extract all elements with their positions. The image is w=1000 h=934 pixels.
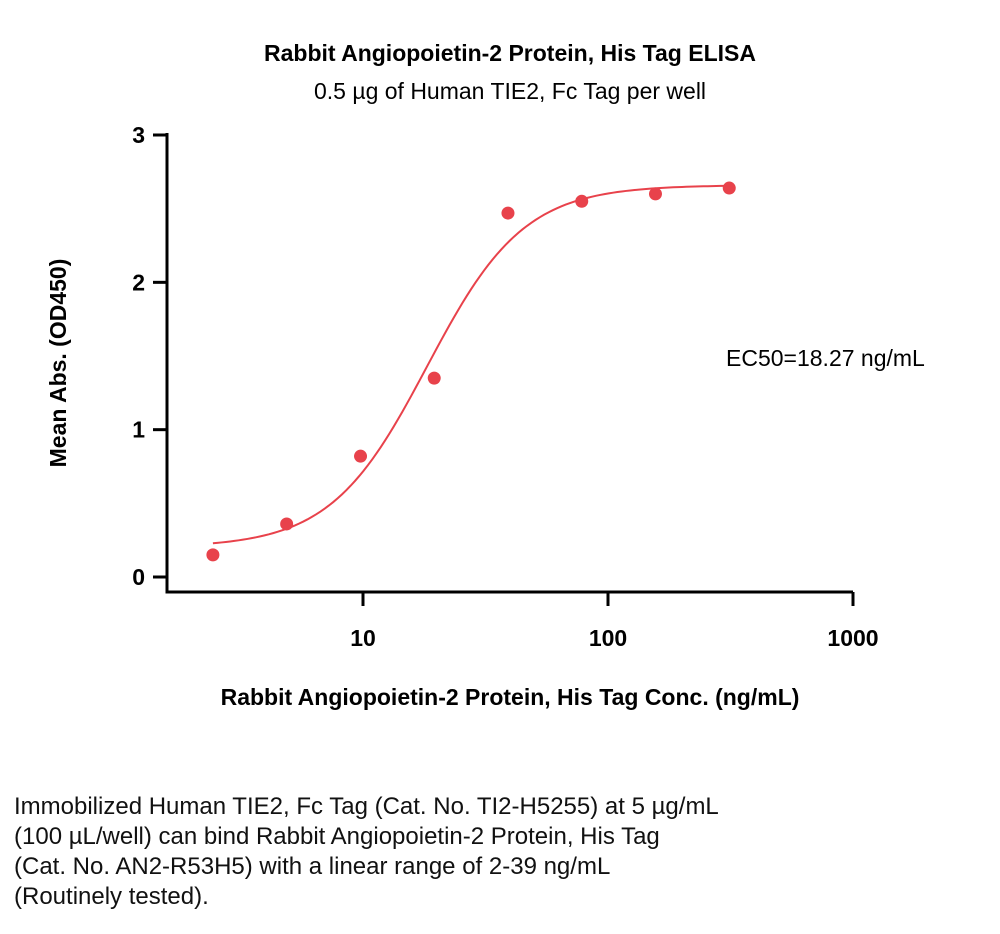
y-tick-label: 1 bbox=[132, 417, 145, 443]
data-point bbox=[354, 449, 368, 463]
elisa-chart: Rabbit Angiopoietin-2 Protein, His Tag E… bbox=[45, 40, 925, 710]
data-point bbox=[722, 181, 736, 195]
data-point bbox=[648, 187, 662, 201]
chart-title: Rabbit Angiopoietin-2 Protein, His Tag E… bbox=[264, 40, 756, 66]
data-point bbox=[280, 517, 294, 531]
data-points bbox=[206, 181, 736, 562]
figure-caption: Immobilized Human TIE2, Fc Tag (Cat. No.… bbox=[14, 792, 974, 912]
ec50-annotation: EC50=18.27 ng/mL bbox=[726, 345, 925, 371]
x-tick-label: 1000 bbox=[827, 625, 878, 651]
caption-line: Immobilized Human TIE2, Fc Tag (Cat. No.… bbox=[14, 793, 719, 820]
x-axis-label: Rabbit Angiopoietin-2 Protein, His Tag C… bbox=[221, 684, 800, 710]
y-axis-ticks: 0 1 2 3 bbox=[132, 122, 167, 590]
chart-subtitle: 0.5 µg of Human TIE2, Fc Tag per well bbox=[314, 78, 706, 104]
y-axis-label: Mean Abs. (OD450) bbox=[45, 259, 71, 468]
x-tick-label: 100 bbox=[589, 625, 627, 651]
y-tick-label: 0 bbox=[132, 564, 145, 590]
y-tick-label: 2 bbox=[132, 269, 145, 295]
data-point bbox=[501, 206, 515, 220]
data-point bbox=[575, 194, 589, 208]
y-tick-label: 3 bbox=[132, 122, 145, 148]
caption-line: (Cat. No. AN2-R53H5) with a linear range… bbox=[14, 853, 611, 880]
data-point bbox=[427, 371, 441, 385]
caption-line: (Routinely tested). bbox=[14, 883, 209, 910]
data-point bbox=[206, 548, 220, 562]
caption-line: (100 µL/well) can bind Rabbit Angiopoiet… bbox=[14, 823, 660, 850]
fit-curve bbox=[212, 184, 730, 545]
x-axis-ticks: 10 100 1000 bbox=[350, 592, 879, 651]
x-tick-label: 10 bbox=[350, 625, 376, 651]
